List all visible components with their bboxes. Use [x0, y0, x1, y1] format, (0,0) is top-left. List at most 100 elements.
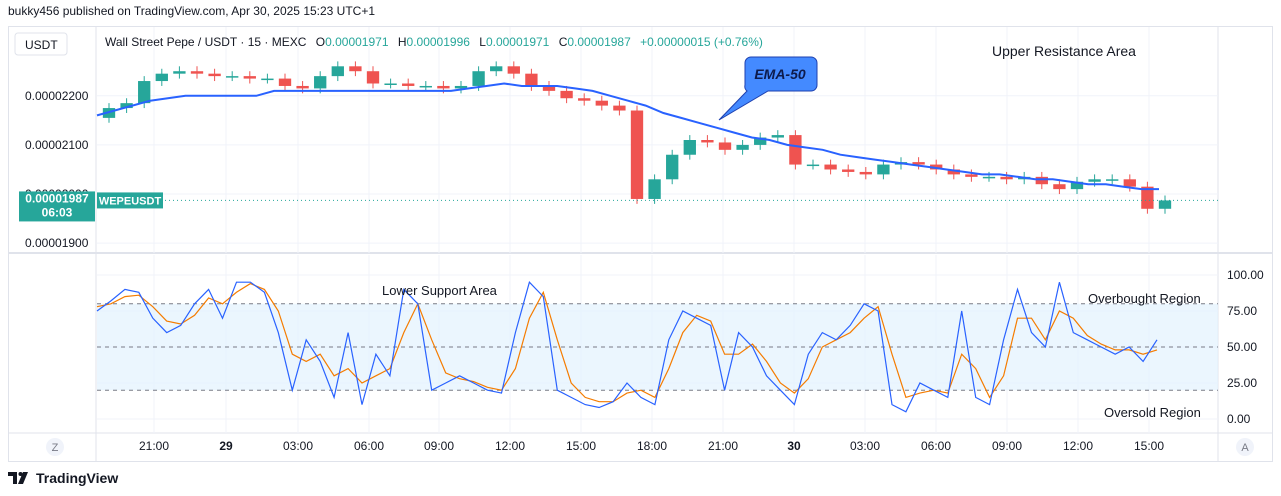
- oversold-label: Oversold Region: [1104, 405, 1201, 420]
- candle-body: [331, 66, 344, 77]
- candle-body: [595, 100, 608, 106]
- time-tick-label: 09:00: [424, 439, 454, 453]
- low-label: L: [479, 35, 486, 49]
- stoch-tick-label: 75.00: [1227, 304, 1257, 318]
- lower-support-label: Lower Support Area: [382, 283, 498, 298]
- time-tick-label: 15:00: [1134, 439, 1164, 453]
- time-tick-label: 06:00: [354, 439, 384, 453]
- stoch-axis[interactable]: 100.00 75.00 50.00 25.00 0.00: [1227, 268, 1264, 426]
- price-tick-label: 0.00002200: [25, 89, 89, 103]
- candle-body: [736, 144, 749, 150]
- ema-callout-label: EMA-50: [754, 66, 806, 82]
- high-label: H: [398, 35, 407, 49]
- candle-body: [454, 85, 468, 89]
- candle-body: [701, 140, 714, 143]
- candle-body: [683, 140, 696, 155]
- time-tick-label: 30: [787, 439, 801, 453]
- time-tick-label: 18:00: [637, 439, 667, 453]
- chart-container[interactable]: USDT Wall Street Pepe / USDT · 15 · MEXC…: [8, 26, 1273, 462]
- tradingview-brand: TradingView: [36, 470, 119, 486]
- candle-body: [314, 76, 327, 89]
- candle-body: [190, 71, 204, 74]
- candle-body: [208, 73, 221, 77]
- auto-scale-label: A: [1241, 442, 1249, 454]
- candle-body: [1000, 176, 1013, 180]
- candle-body: [630, 110, 644, 199]
- candle-body: [1141, 186, 1154, 209]
- candle-body: [261, 78, 274, 81]
- price-tick-label: 0.00001900: [25, 236, 89, 250]
- candle-body: [1088, 179, 1101, 182]
- candle-body: [578, 98, 591, 101]
- left-axis-bg: [9, 27, 96, 461]
- candle-body: [560, 90, 573, 99]
- stoch-tick-label: 25.00: [1227, 376, 1257, 390]
- candle-body: [771, 135, 784, 138]
- change-value: +0.00000015 (+0.76%): [640, 35, 763, 49]
- time-tick-label: 03:00: [283, 439, 313, 453]
- stoch-k-line: [96, 281, 1158, 413]
- footer: TradingView: [8, 468, 118, 488]
- high-value: 0.00001996: [407, 35, 471, 49]
- time-tick-label: 09:00: [992, 439, 1022, 453]
- candle-body: [525, 73, 538, 86]
- candle-body: [120, 103, 133, 109]
- candle-body: [1158, 200, 1172, 209]
- ema-50-line: [96, 82, 1159, 191]
- candle-body: [912, 162, 925, 165]
- open-value: 0.00001971: [325, 35, 389, 49]
- candle-body: [384, 83, 397, 85]
- candle-body: [806, 164, 820, 167]
- candle-body: [613, 105, 626, 111]
- time-axis[interactable]: 21:00 29 03:00 06:00 09:00 12:00 15:00 18:00 21:…: [139, 439, 1164, 453]
- stoch-d-line: [96, 282, 1158, 403]
- candle-body: [402, 83, 415, 86]
- time-tick-label: 06:00: [921, 439, 951, 453]
- overbought-label: Overbought Region: [1088, 291, 1201, 306]
- log-scale-button[interactable]: Z: [46, 438, 64, 456]
- open-label: O: [316, 35, 325, 49]
- current-price-value: 0.00001987: [25, 191, 89, 205]
- publisher-header: bukky456 published on TradingView.com, A…: [8, 4, 376, 18]
- candle-body: [278, 78, 292, 86]
- low-value: 0.00001971: [486, 35, 550, 49]
- candle-body: [877, 164, 890, 175]
- currency-label: USDT: [25, 38, 58, 52]
- candle-body: [718, 142, 732, 150]
- time-tick-label: 12:00: [495, 439, 525, 453]
- candle-body: [648, 179, 661, 199]
- candle-body: [243, 76, 256, 79]
- current-price-symbol: WEPEUSDT: [99, 195, 162, 207]
- log-scale-label: Z: [52, 442, 59, 454]
- candle-body: [366, 71, 380, 84]
- candle-body: [666, 154, 679, 180]
- time-tick-label: 29: [219, 439, 233, 453]
- candle-body: [947, 169, 960, 175]
- candle-body: [173, 71, 186, 74]
- time-tick-label: 15:00: [566, 439, 596, 453]
- candle-body: [419, 85, 432, 88]
- candle-body: [1053, 184, 1066, 190]
- upper-resistance-label: Upper Resistance Area: [992, 43, 1136, 59]
- candle-body: [437, 85, 450, 89]
- candle-body: [824, 164, 837, 170]
- stoch-tick-label: 50.00: [1227, 340, 1257, 354]
- candles: [102, 61, 1172, 214]
- candle-body: [1070, 181, 1084, 190]
- stoch-tick-label: 0.00: [1227, 412, 1251, 426]
- time-tick-label: 03:00: [850, 439, 880, 453]
- candle-body: [789, 135, 802, 165]
- candle-body: [296, 85, 309, 89]
- time-tick-label: 21:00: [139, 439, 169, 453]
- auto-scale-button[interactable]: A: [1236, 438, 1254, 456]
- close-label: C: [559, 35, 568, 49]
- candle-body: [1123, 179, 1136, 187]
- candle-body: [507, 66, 520, 74]
- currency-button[interactable]: USDT: [14, 32, 68, 56]
- candle-body: [138, 81, 151, 104]
- current-price-tag: 0.00001987 06:03 WEPEUSDT: [19, 191, 163, 222]
- chart-svg[interactable]: USDT Wall Street Pepe / USDT · 15 · MEXC…: [9, 27, 1272, 461]
- candle-body: [1106, 179, 1119, 181]
- ema-callout: EMA-50: [718, 56, 818, 121]
- price-tick-label: 0.00002100: [25, 138, 89, 152]
